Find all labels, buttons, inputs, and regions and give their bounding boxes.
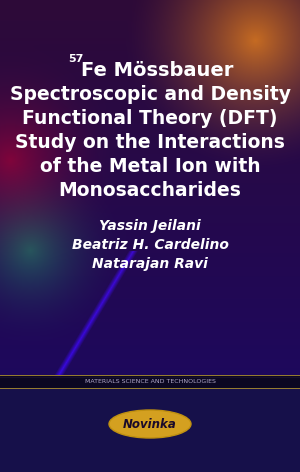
Text: Functional Theory (DFT): Functional Theory (DFT) [22,109,278,127]
Text: Beatriz H. Cardelino: Beatriz H. Cardelino [72,238,228,252]
Text: of the Metal Ion with: of the Metal Ion with [40,157,260,176]
Text: Spectroscopic and Density: Spectroscopic and Density [10,84,290,103]
Bar [0,375,300,388]
Text: 57: 57 [68,54,83,64]
Text: Natarajan Ravi: Natarajan Ravi [92,257,208,271]
Text: MATERIALS SCIENCE AND TECHNOLOGIES: MATERIALS SCIENCE AND TECHNOLOGIES [85,379,215,384]
Ellipse shape [109,410,191,438]
Text: Fe Mössbauer: Fe Mössbauer [81,60,233,79]
Text: Yassin Jeilani: Yassin Jeilani [99,219,201,233]
Text: Study on the Interactions: Study on the Interactions [15,133,285,152]
Bar [0,377,300,472]
Text: Novinka: Novinka [123,418,177,430]
Text: Monosaccharides: Monosaccharides [58,180,242,200]
